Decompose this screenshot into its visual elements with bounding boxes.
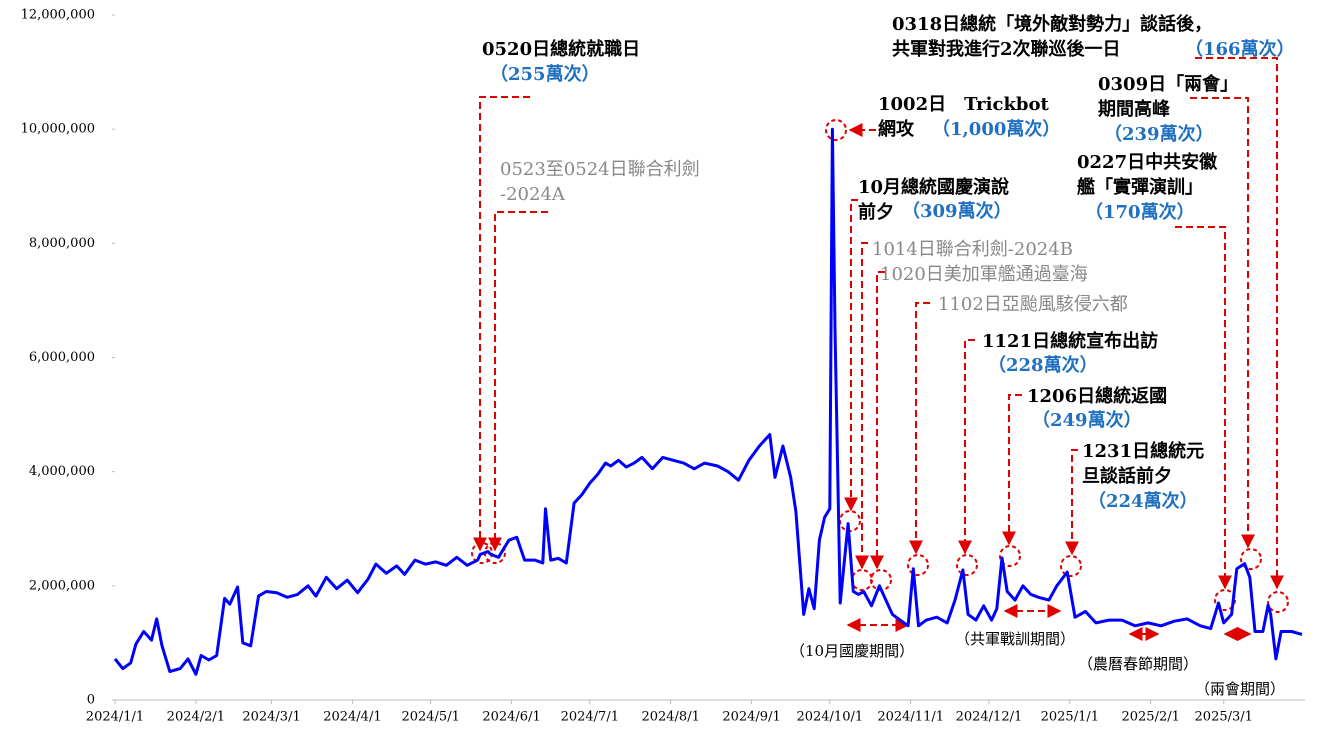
annotation-text: 1002日 Trickbot: [878, 94, 1050, 115]
x-tick-label: 2025/1/1: [1041, 710, 1099, 725]
annotation-arrow: [473, 96, 530, 552]
highlight-circle: [956, 554, 978, 576]
highlight-circle: [1214, 589, 1236, 611]
highlight-circle: [1060, 555, 1082, 577]
annotation-text: 艦「實彈演訓」: [1077, 176, 1203, 198]
highlight-circle: [825, 119, 847, 141]
highlight-circle: [851, 569, 873, 591]
annotation-text: 1020日美加軍艦通過臺海: [880, 264, 1088, 285]
annotation-text: 1231日總統元: [1082, 440, 1204, 462]
x-tick-label: 2025/3/1: [1195, 710, 1253, 725]
y-tick-label: 12,000,000: [21, 8, 95, 23]
y-tick-label: 10,000,000: [21, 122, 95, 137]
x-tick-label: 2024/5/1: [401, 710, 459, 725]
annotation-text: 1014日聯合利劍-2024B: [872, 239, 1073, 260]
y-tick-label: 2,000,000: [29, 578, 95, 593]
x-tick-label: 2024/2/1: [167, 710, 225, 725]
annotation-arrow: [1195, 57, 1284, 590]
x-tick-label: 2024/9/1: [722, 710, 780, 725]
x-tick-label: 2024/12/1: [956, 710, 1023, 725]
annotation-count: （224萬次）: [1088, 490, 1198, 512]
annotation-text: 0309日「兩會」: [1098, 73, 1238, 95]
y-tick-label: 6,000,000: [29, 350, 95, 365]
annotation-text: 0520日總統就職日: [482, 38, 640, 60]
annotation-count: （309萬次）: [902, 200, 1012, 222]
annotation-text: 1121日總統宣布出訪: [982, 330, 1158, 352]
period-label: （共軍戰訓期間）: [955, 630, 1075, 648]
annotation-count: （249萬次）: [1032, 409, 1142, 431]
annotation-arrow: [844, 199, 858, 512]
highlight-circle: [999, 545, 1021, 567]
y-tick-label: 0: [87, 693, 95, 708]
annotation-text: 網攻: [878, 118, 915, 140]
annotation-text: 旦談話前夕: [1082, 465, 1172, 487]
period-label: （兩會期間）: [1195, 680, 1285, 698]
x-tick-label: 2024/3/1: [242, 710, 300, 725]
annotation-count: （166萬次）: [1185, 38, 1295, 60]
annotation-text: 0318日總統「境外敵對勢力」談話後，: [892, 13, 1212, 35]
annotation-text: 10月總統國慶演說: [858, 176, 1009, 198]
x-tick-label: 2024/4/1: [323, 710, 381, 725]
x-tick-label: 2024/10/1: [796, 710, 863, 725]
annotation-count: （255萬次）: [490, 63, 600, 85]
highlight-circle: [839, 510, 861, 532]
annotation-text: 0227日中共安徽: [1077, 151, 1218, 173]
annotation-text: 前夕: [858, 201, 894, 223]
y-tick-label: 4,000,000: [29, 464, 95, 479]
annotation-count: （228萬次）: [988, 354, 1098, 376]
period-label: （農曆春節期間）: [1078, 655, 1198, 673]
annotation-arrow: [870, 271, 885, 570]
annotation-text: 期間高峰: [1098, 98, 1171, 120]
annotation-text: 1102日亞颱風駭侵六都: [938, 294, 1128, 315]
annotation-text: -2024A: [500, 184, 566, 205]
annotation-text: 共軍對我進行2次聯巡後一日: [892, 38, 1121, 60]
x-tick-label: 2024/11/1: [877, 710, 944, 725]
annotation-arrow: [958, 339, 975, 555]
data-line: [113, 127, 1303, 676]
annotation-count: （239萬次）: [1104, 123, 1214, 145]
highlight-circle: [471, 542, 493, 564]
x-tick-label: 2024/1/1: [86, 710, 144, 725]
annotation-arrow: [488, 211, 548, 552]
annotation-arrow: [1065, 449, 1079, 556]
period-label: （10月國慶期間）: [790, 642, 914, 660]
annotation-arrow: [1190, 97, 1255, 549]
annotation-count: （1,000萬次）: [932, 118, 1060, 140]
x-tick-label: 2024/7/1: [561, 710, 619, 725]
highlight-circle: [1240, 548, 1262, 570]
highlight-circle: [1267, 591, 1289, 613]
annotation-count: （170萬次）: [1085, 201, 1195, 223]
annotation-arrow: [909, 302, 930, 555]
annotation-text: 0523至0524日聯合利劍: [500, 159, 700, 180]
y-tick-label: 8,000,000: [29, 236, 95, 251]
x-tick-label: 2025/2/1: [1121, 710, 1179, 725]
x-tick-label: 2024/8/1: [641, 710, 699, 725]
highlight-circle: [907, 554, 929, 576]
x-tick-label: 2024/6/1: [482, 710, 540, 725]
annotation-arrow: [1002, 394, 1022, 546]
annotation-arrow: [855, 242, 869, 570]
annotation-text: 1206日總統返國: [1027, 385, 1167, 407]
annotation-arrow: [1175, 226, 1232, 590]
